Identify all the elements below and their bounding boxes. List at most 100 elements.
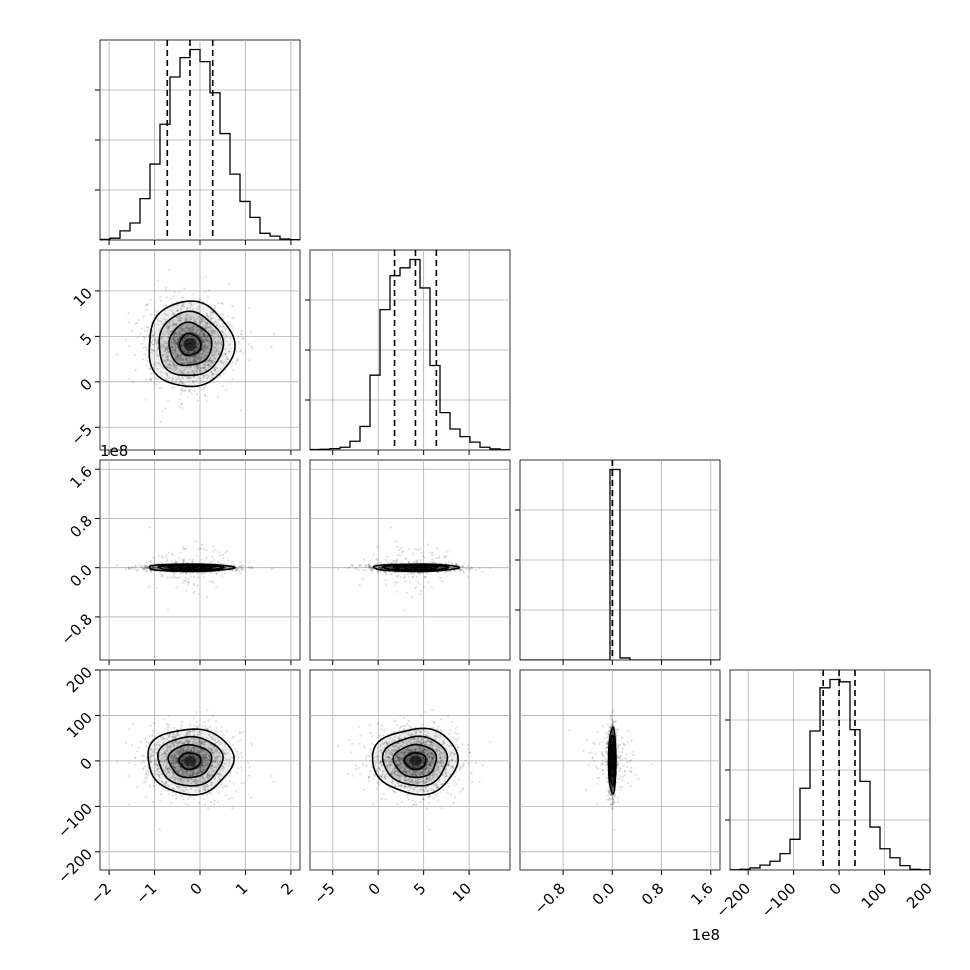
sample-point	[239, 754, 242, 757]
sample-point	[207, 374, 210, 377]
sample-point	[151, 372, 155, 375]
sample-point	[400, 567, 404, 570]
sample-point	[208, 347, 211, 351]
sample-point	[181, 328, 185, 331]
sample-point	[143, 567, 146, 570]
sample-point	[186, 583, 189, 586]
sample-point	[176, 566, 179, 569]
sample-point	[176, 335, 179, 338]
sample-point	[196, 365, 199, 368]
sample-point	[225, 355, 228, 358]
sample-point	[152, 743, 156, 746]
sample-point	[212, 354, 215, 357]
sample-point	[213, 777, 216, 781]
histogram-1	[310, 258, 510, 450]
sample-point	[184, 802, 187, 805]
sample-point	[468, 568, 471, 571]
sample-point	[180, 362, 183, 365]
sample-point	[207, 755, 210, 758]
sample-point	[220, 343, 223, 347]
sample-point	[222, 786, 225, 789]
sample-point	[175, 364, 178, 367]
sample-point	[160, 793, 163, 796]
sample-point	[225, 758, 228, 761]
sample-point	[183, 355, 186, 358]
sample-point	[202, 340, 206, 344]
sample-point	[133, 756, 136, 759]
sample-point	[209, 792, 213, 795]
sample-point	[369, 564, 372, 567]
sample-point	[204, 756, 207, 759]
sample-point	[175, 751, 178, 754]
sample-point	[170, 345, 174, 349]
sample-point	[165, 373, 169, 376]
sample-point	[193, 319, 196, 322]
sample-point	[156, 362, 159, 365]
sample-point	[166, 729, 170, 732]
sample-point	[171, 321, 174, 324]
sample-point	[194, 354, 198, 357]
sample-point	[146, 329, 149, 332]
sample-point	[171, 756, 174, 759]
contour-2	[168, 321, 213, 367]
sample-point	[447, 560, 451, 563]
sample-point	[223, 347, 227, 351]
sample-point	[178, 290, 181, 294]
sample-point	[203, 566, 206, 569]
sample-point	[237, 567, 240, 570]
sample-point	[154, 337, 157, 340]
sample-point	[182, 324, 185, 327]
sample-point	[250, 345, 253, 348]
sample-point	[217, 353, 220, 356]
sample-point	[202, 331, 205, 335]
sample-point	[422, 566, 425, 569]
sample-point	[206, 335, 209, 339]
sample-point	[210, 317, 213, 320]
sample-point	[199, 357, 202, 361]
sample-point	[144, 337, 147, 340]
sample-point	[150, 348, 153, 351]
sample-point	[212, 372, 215, 375]
sample-point	[181, 742, 184, 745]
sample-point	[179, 317, 182, 320]
sample-point	[182, 349, 185, 353]
sample-point	[212, 381, 215, 384]
sample-point	[396, 590, 399, 593]
sample-point	[206, 377, 209, 380]
sample-point	[390, 566, 393, 569]
sample-point	[206, 345, 209, 348]
sample-point	[362, 568, 365, 572]
sample-point	[201, 349, 205, 352]
sample-point	[461, 566, 465, 569]
sample-point	[193, 779, 196, 783]
sample-point	[172, 571, 175, 574]
sample-point	[199, 337, 203, 340]
sample-point	[128, 321, 131, 324]
sample-point	[240, 781, 243, 785]
sample-point	[162, 333, 166, 336]
sample-point	[198, 320, 201, 324]
sample-point	[199, 743, 202, 747]
sample-point	[173, 291, 176, 294]
sample-point	[195, 338, 198, 341]
sample-point	[197, 779, 200, 782]
sample-point	[218, 318, 221, 321]
sample-point	[177, 751, 180, 754]
sample-point	[207, 758, 210, 761]
sample-point	[422, 585, 425, 588]
sample-point	[142, 567, 145, 570]
sample-point	[146, 348, 149, 351]
sample-point	[197, 356, 200, 360]
sample-point	[198, 766, 202, 770]
sample-point	[183, 327, 186, 330]
sample-point	[189, 730, 192, 733]
sample-point	[181, 387, 184, 390]
sample-point	[209, 325, 212, 328]
sample-point	[217, 764, 220, 767]
sample-point	[192, 749, 196, 752]
sample-point	[202, 332, 206, 336]
sample-point	[202, 351, 205, 355]
sample-point	[416, 581, 419, 584]
sample-point	[181, 581, 184, 584]
sample-point	[201, 740, 204, 744]
